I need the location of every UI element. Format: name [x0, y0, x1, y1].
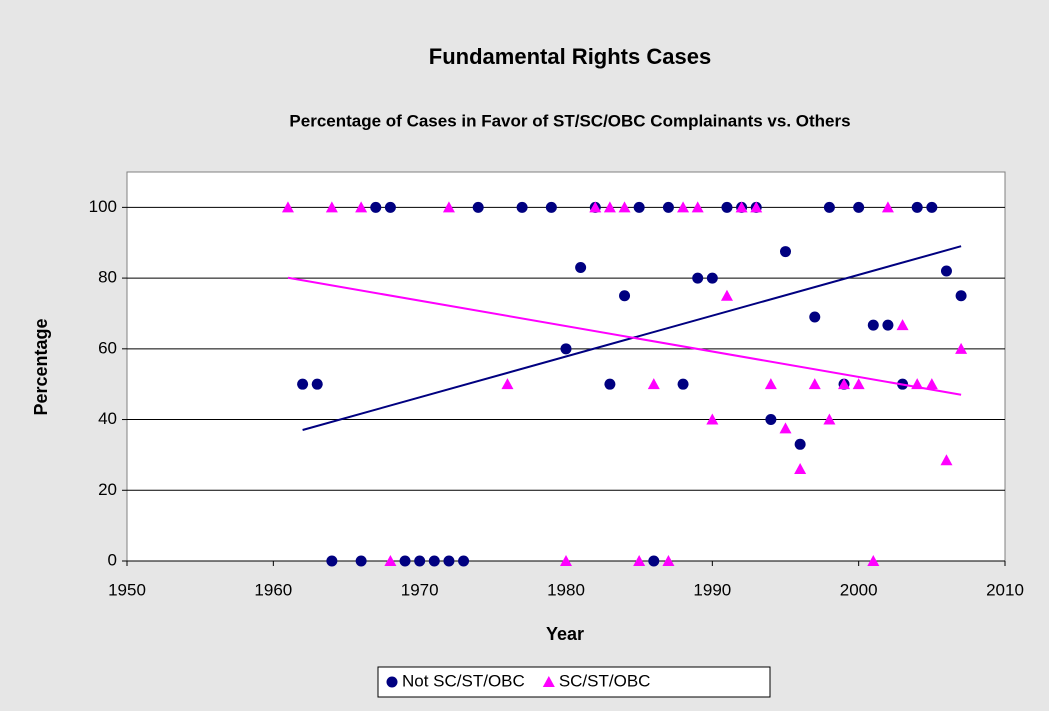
point — [677, 201, 690, 213]
point — [370, 201, 382, 213]
point — [764, 378, 777, 390]
point — [633, 201, 645, 213]
point — [809, 311, 821, 323]
point — [384, 201, 396, 213]
point — [823, 413, 836, 425]
point — [692, 272, 704, 284]
point — [765, 414, 777, 426]
legend-marker — [386, 676, 398, 688]
point — [852, 378, 865, 390]
y-tick-label: 0 — [108, 550, 117, 569]
point — [853, 201, 865, 213]
y-tick-label: 60 — [98, 338, 117, 357]
y-tick-label: 20 — [98, 480, 117, 499]
point — [458, 555, 470, 567]
x-tick-label: 1970 — [401, 580, 439, 599]
point — [589, 201, 602, 213]
plot-area — [126, 171, 1006, 562]
point — [926, 201, 938, 213]
point — [882, 319, 894, 331]
x-axis-label: Year — [546, 624, 584, 644]
point — [867, 555, 880, 566]
point — [297, 378, 309, 390]
point — [662, 555, 675, 566]
point — [911, 201, 923, 213]
point — [647, 378, 660, 390]
chart-subtitle: Percentage of Cases in Favor of ST/SC/OB… — [289, 111, 850, 130]
point — [925, 378, 938, 390]
point — [428, 555, 440, 567]
point — [940, 454, 953, 466]
point — [516, 201, 528, 213]
x-tick-label: 2010 — [986, 580, 1024, 599]
point — [662, 201, 674, 213]
point — [399, 555, 411, 567]
point — [560, 343, 572, 355]
point — [575, 261, 587, 273]
point — [867, 319, 879, 331]
point — [472, 201, 484, 213]
point — [721, 201, 733, 213]
point — [706, 413, 719, 425]
y-tick-label: 100 — [89, 197, 117, 216]
point — [604, 378, 616, 390]
point — [619, 290, 631, 302]
point — [691, 201, 704, 213]
point — [677, 378, 689, 390]
x-tick-label: 2000 — [840, 580, 878, 599]
x-tick-label: 1980 — [547, 580, 585, 599]
trend-line — [287, 276, 962, 396]
y-tick-label: 40 — [98, 409, 117, 428]
point — [414, 555, 426, 567]
point — [545, 201, 557, 213]
point — [603, 201, 616, 213]
point — [720, 289, 733, 301]
point — [838, 378, 851, 390]
x-tick-label: 1950 — [108, 580, 146, 599]
point — [355, 201, 368, 213]
point — [325, 201, 338, 213]
point — [443, 555, 455, 567]
point — [881, 201, 894, 213]
y-tick-label: 80 — [98, 268, 117, 287]
point — [955, 342, 968, 354]
point — [911, 378, 924, 390]
point — [442, 201, 455, 213]
point — [823, 201, 835, 213]
legend-box — [377, 666, 771, 698]
point — [794, 463, 807, 475]
point — [560, 555, 572, 566]
point — [794, 438, 806, 450]
point — [633, 555, 646, 566]
x-tick-label: 1960 — [254, 580, 292, 599]
point — [618, 201, 631, 213]
point — [648, 555, 660, 567]
point — [750, 201, 763, 213]
point — [326, 555, 338, 567]
legend-marker — [542, 676, 555, 687]
chart-title: Fundamental Rights Cases — [429, 44, 711, 69]
legend-label: Not SC/ST/OBC — [402, 671, 525, 690]
point — [955, 290, 967, 302]
legend-label: SC/ST/OBC — [559, 671, 651, 690]
point — [940, 265, 952, 277]
point — [355, 555, 367, 567]
point — [706, 272, 718, 284]
point — [501, 378, 514, 390]
point — [896, 319, 909, 331]
y-axis-label: Percentage — [31, 318, 51, 415]
point — [311, 378, 323, 390]
point — [779, 422, 792, 434]
point — [735, 201, 748, 213]
point — [808, 378, 821, 390]
point — [281, 201, 294, 213]
x-tick-label: 1990 — [693, 580, 731, 599]
point — [780, 246, 791, 258]
point — [384, 555, 397, 566]
